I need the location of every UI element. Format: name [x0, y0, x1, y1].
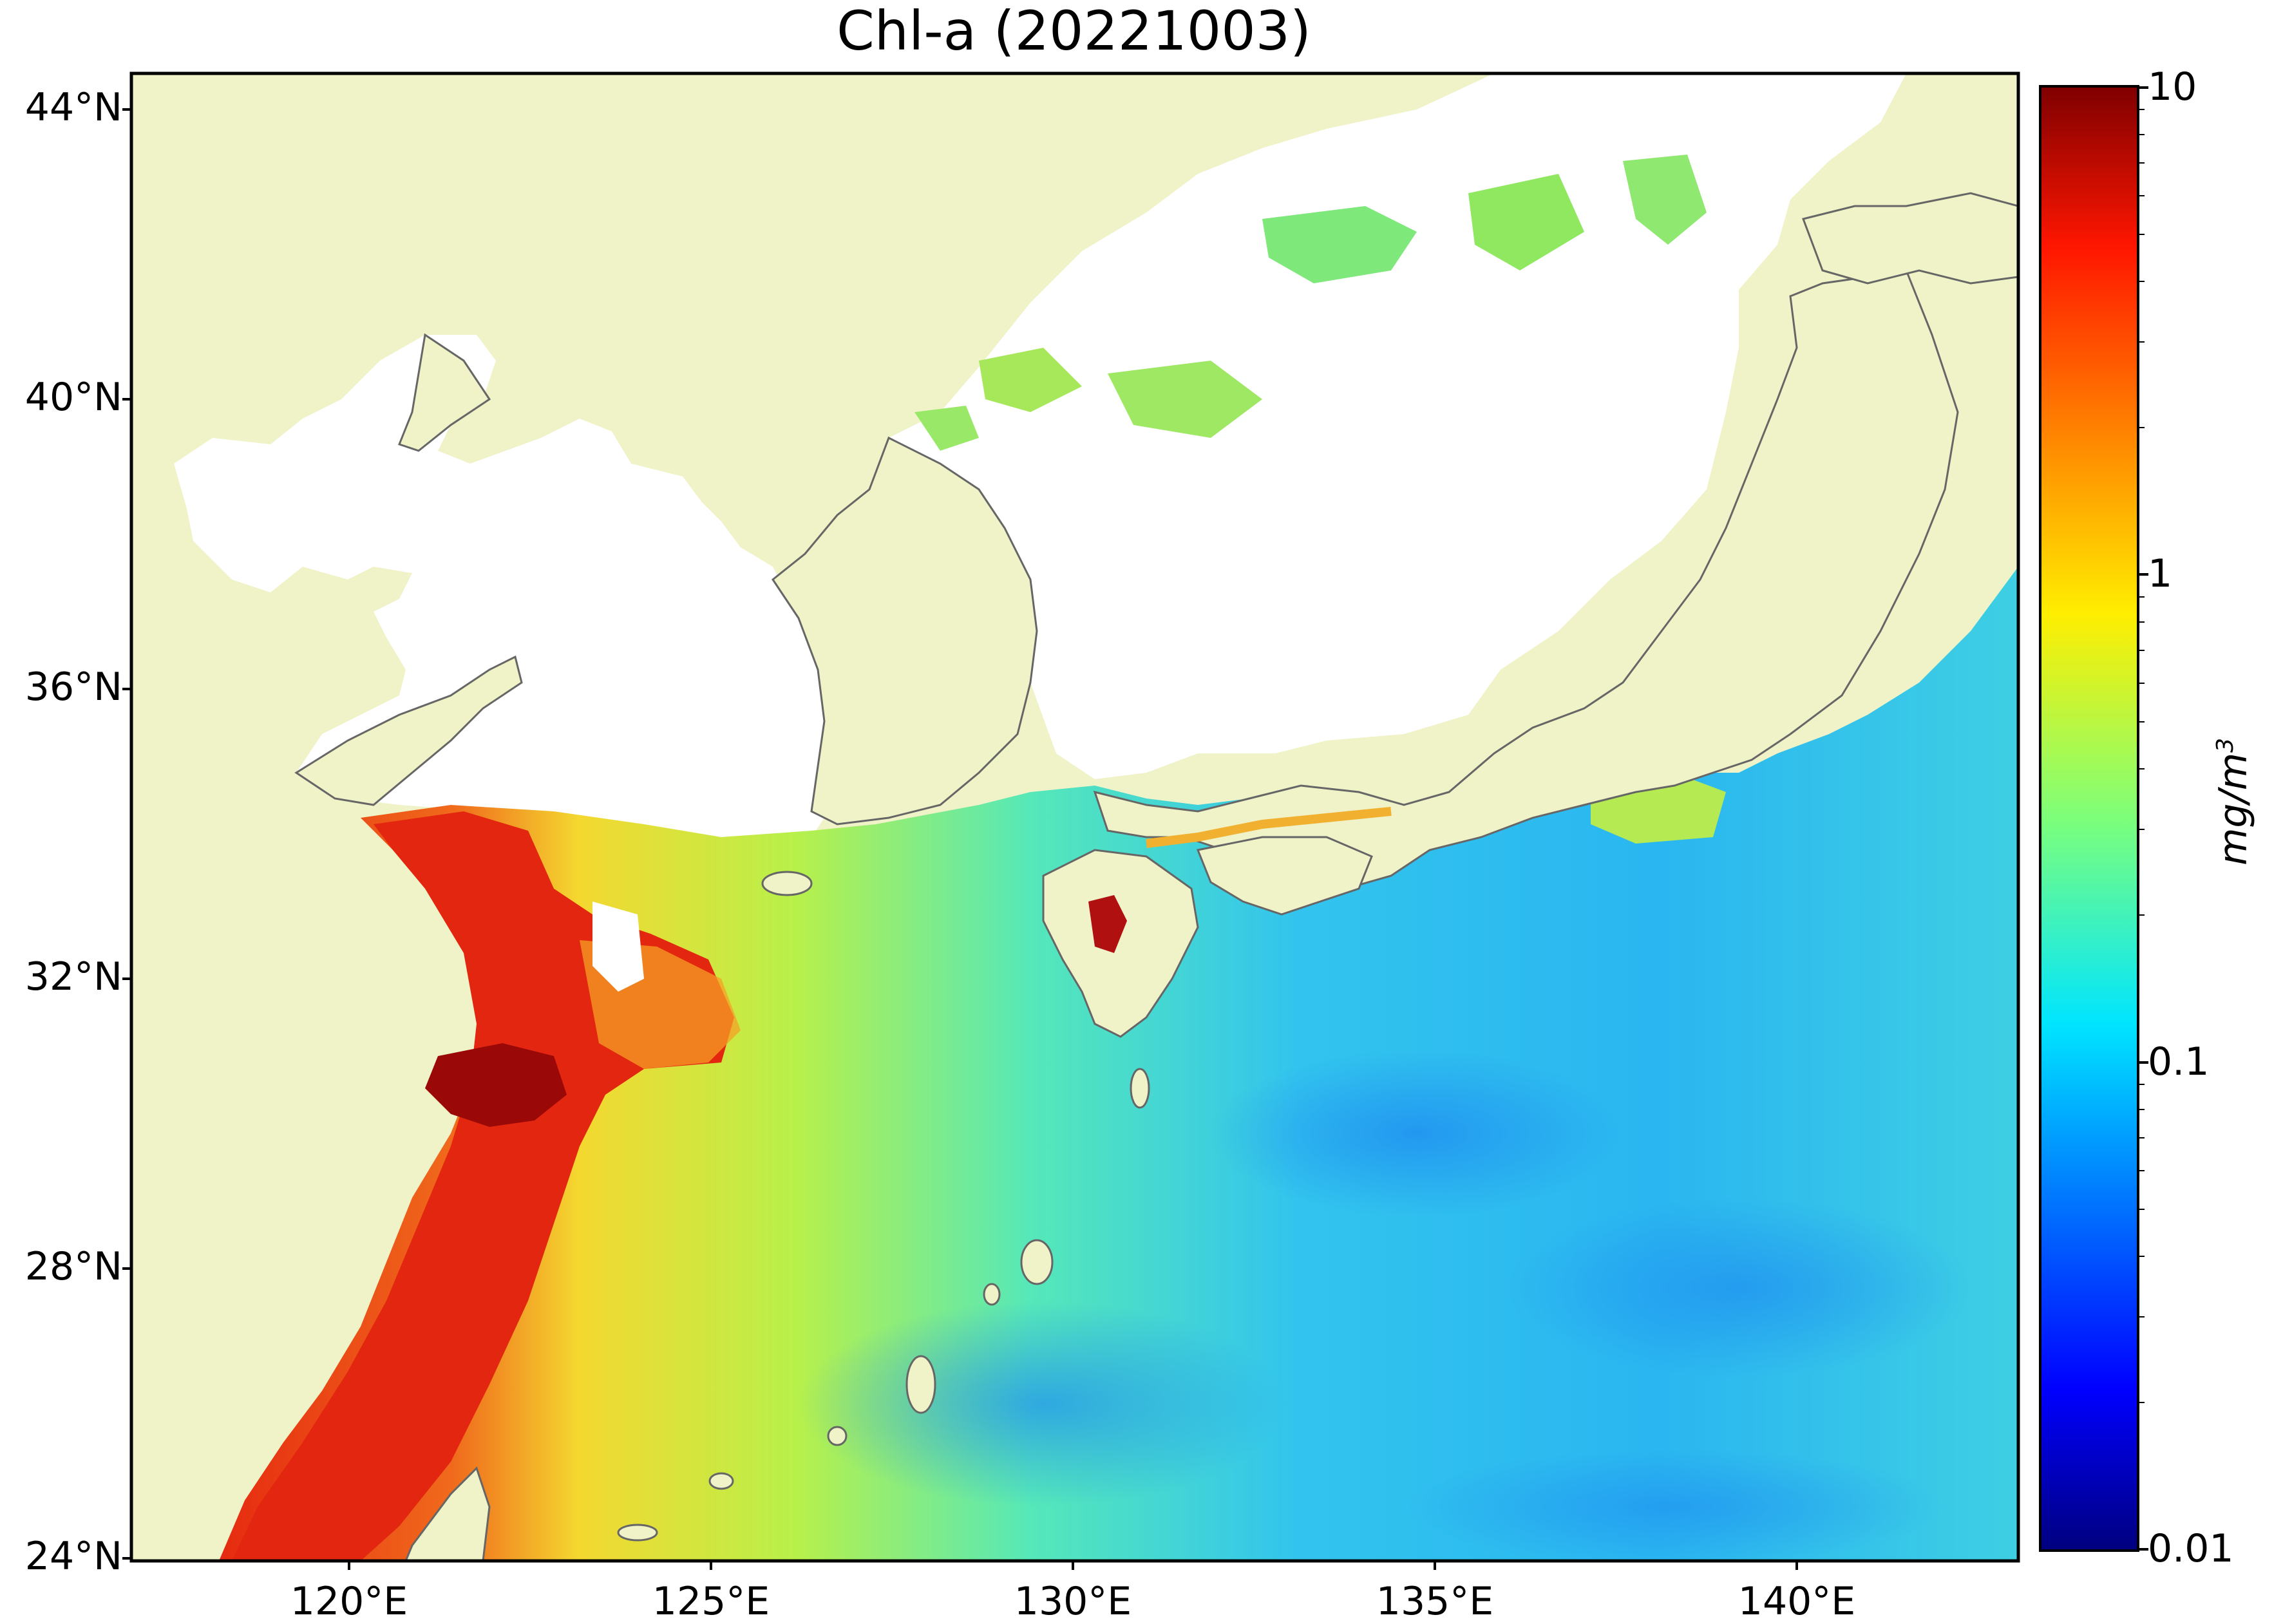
- map-frame: [129, 71, 2020, 1563]
- chl-patch-north: [1262, 206, 1417, 283]
- lon-label-130: 130°E: [1014, 1579, 1132, 1624]
- chl-patch-north: [1468, 174, 1584, 270]
- colorbar: [2039, 85, 2139, 1552]
- coastal-plume-extreme: [425, 1043, 567, 1127]
- lon-label-135: 135°E: [1376, 1579, 1494, 1624]
- lat-label-24: 24°N: [24, 1534, 122, 1579]
- korea-peninsula: [771, 436, 1038, 826]
- lon-label-125: 125°E: [652, 1579, 770, 1624]
- colorbar-label-0-1: 0.1: [2148, 1039, 2210, 1084]
- chl-patch-north: [914, 406, 979, 451]
- colorbar-label-10: 10: [2148, 64, 2197, 109]
- ariake-bay: [1088, 895, 1127, 953]
- chl-patch-north: [1623, 155, 1707, 245]
- cloud-east-sea: [889, 73, 1906, 779]
- map-canvas: [131, 73, 2018, 1561]
- low-chl-eddy: [1404, 1449, 1945, 1561]
- jeju-island: [761, 871, 813, 896]
- colorbar-minor-ticks: [2138, 109, 2145, 1403]
- map-title: Chl-a (20221003): [837, 0, 1311, 62]
- lon-tick-marks: [348, 1561, 1798, 1570]
- low-chl-eddy: [1211, 1050, 1623, 1217]
- liaodong-peninsula: [398, 333, 491, 452]
- shikoku: [1196, 836, 1373, 916]
- honshu: [1093, 269, 1959, 890]
- colorbar-unit: mg/m3: [2211, 737, 2256, 866]
- taiwan: [404, 1466, 491, 1561]
- chl-patch-north: [1108, 361, 1262, 438]
- cloud-northern-seas: [174, 335, 837, 837]
- kyushu: [1042, 849, 1199, 1038]
- lon-label-140: 140°E: [1738, 1579, 1856, 1624]
- low-chl-eddy: [1507, 1198, 1971, 1378]
- seto-inland-sea: [1146, 807, 1392, 848]
- ryukyu-islands: [617, 1068, 1150, 1542]
- low-chl-eddy: [799, 1301, 1288, 1507]
- lat-label-44: 44°N: [24, 85, 122, 130]
- lat-label-32: 32°N: [24, 954, 122, 999]
- lat-label-40: 40°N: [24, 375, 122, 420]
- colorbar-label-0-01: 0.01: [2148, 1526, 2234, 1571]
- shandong-peninsula: [294, 655, 523, 806]
- chl-patch-north: [979, 348, 1082, 412]
- colorbar-label-1: 1: [2148, 551, 2173, 596]
- lon-label-120: 120°E: [290, 1579, 408, 1624]
- lat-label-28: 28°N: [24, 1244, 122, 1289]
- cloud-yangtze-patch: [592, 902, 644, 992]
- lat-label-36: 36°N: [24, 665, 122, 710]
- hokkaido: [1802, 192, 2018, 285]
- lat-tick-marks: [122, 108, 131, 1560]
- colorbar-ticks: [2138, 86, 2148, 1551]
